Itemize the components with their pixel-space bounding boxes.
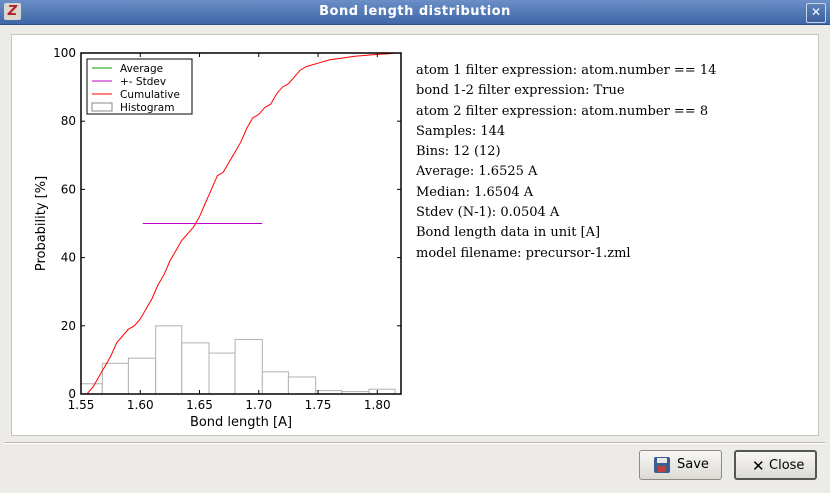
x-tick-label: 1.75: [305, 398, 332, 412]
y-axis-label: Probability [%]: [34, 176, 49, 271]
info-bond-filter: bond 1-2 filter expression: True: [416, 83, 625, 99]
content-panel: 1.55 1.60 1.65 1.70 1.75 1.80 0 20 40 60 80 100 Ave…: [11, 34, 819, 436]
axis-ticks: 1.55 1.60 1.65 1.70 1.75 1.80 0 20 40 60 80 100: [53, 46, 401, 412]
info-median: Median: 1.6504 A: [416, 184, 534, 200]
y-tick-label: 100: [53, 46, 76, 60]
info-atom1-filter: atom 1 filter expression: atom.number ==…: [416, 63, 717, 78]
x-tick-label: 1.70: [245, 398, 272, 412]
save-button[interactable]: Save: [639, 450, 722, 480]
legend-entry: +- Stdev: [120, 76, 166, 88]
y-tick-label: 80: [61, 114, 76, 128]
info-average: Average: 1.6525 A: [416, 164, 538, 180]
close-icon: ✕: [752, 457, 765, 475]
histogram-bar: [181, 342, 210, 395]
legend-swatch: [91, 102, 113, 112]
window-close-icon[interactable]: ✕: [806, 3, 826, 23]
statistics-info: atom 1 filter expression: atom.number ==…: [416, 61, 716, 264]
y-tick-label: 60: [61, 182, 76, 196]
y-tick-label: 20: [61, 319, 76, 333]
y-tick-label: 0: [68, 387, 76, 401]
title-bar: Z Bond length distribution ✕: [0, 0, 830, 25]
legend-entry: Average: [120, 63, 163, 75]
separator: [5, 442, 825, 444]
x-tick-label: 1.60: [127, 398, 154, 412]
histogram-bar: [287, 376, 317, 395]
bond-length-chart: 1.55 1.60 1.65 1.70 1.75 1.80 0 20 40 60 80 100 Ave…: [34, 46, 402, 430]
info-samples: Samples: 144: [416, 123, 506, 139]
info-stdev: Stdev (N-1): 0.0504 A: [416, 205, 560, 221]
x-tick-label: 1.80: [364, 398, 391, 412]
histogram-bar: [155, 325, 183, 395]
info-model-filename: model filename: precursor-1.zml: [416, 245, 631, 261]
cumulative-line: [86, 52, 396, 395]
plot-border: [80, 52, 402, 395]
legend-entry: Cumulative: [120, 89, 180, 101]
window-title: Bond length distribution: [319, 4, 511, 19]
cumulative-curve-group: [86, 52, 396, 395]
legend-entry: Histogram: [120, 102, 174, 114]
x-tick-label: 1.65: [186, 398, 213, 412]
info-unit: Bond length data in unit [A]: [416, 225, 601, 241]
histogram-bar: [127, 357, 157, 395]
histogram-bar: [234, 338, 263, 395]
save-button-label: Save: [677, 457, 709, 472]
histogram-bar: [208, 352, 236, 395]
histogram-bar: [261, 371, 289, 395]
close-button-label: Close: [769, 458, 805, 473]
info-atom2-filter: atom 2 filter expression: atom.number ==…: [416, 103, 709, 119]
app-icon: Z: [4, 3, 21, 20]
info-bins: Bins: 12 (12): [416, 144, 501, 160]
histogram-bar: [101, 362, 129, 395]
x-axis-label: Bond length [A]: [190, 415, 292, 430]
floppy-disk-icon: [654, 457, 670, 473]
y-tick-label: 40: [61, 251, 76, 265]
x-tick-label: 1.55: [68, 398, 95, 412]
close-button[interactable]: ✕ Close: [734, 450, 817, 480]
